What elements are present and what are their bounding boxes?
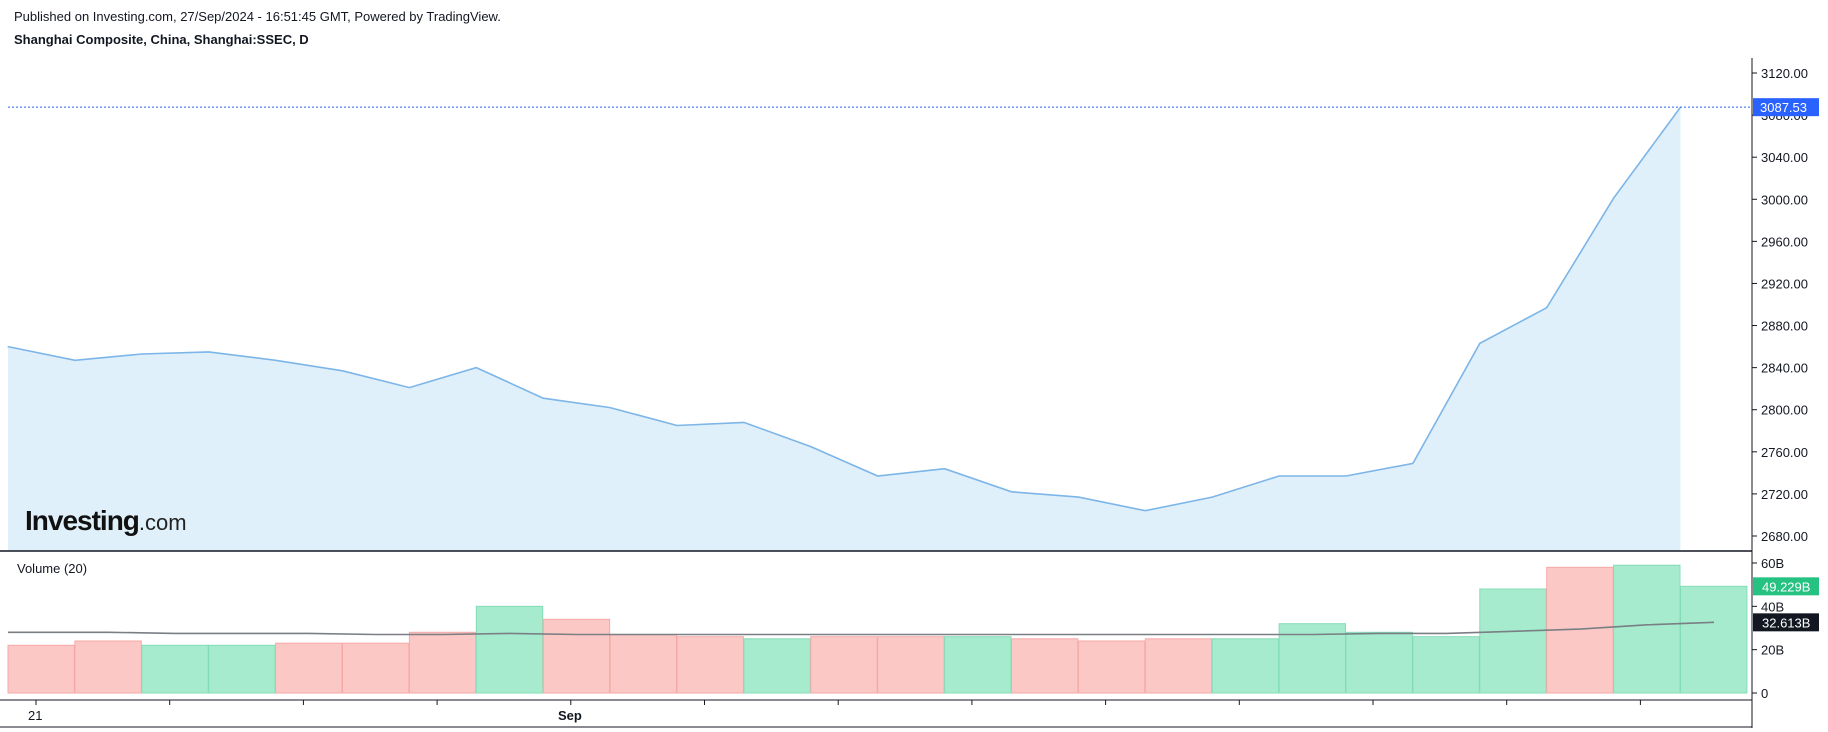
price-line xyxy=(7,106,1682,512)
volume-tick-label: 20B xyxy=(1761,643,1784,658)
volume-bar-up xyxy=(1211,638,1280,694)
volume-bar-up xyxy=(208,644,276,694)
logo-text: Investing xyxy=(25,505,140,536)
price-tick-label: 2880.00 xyxy=(1761,319,1808,334)
volume-pane-title: Volume (20) xyxy=(17,561,88,576)
volume-bar-down xyxy=(1077,640,1146,694)
x-tick-label: Sep xyxy=(558,708,582,723)
volume-bar-up xyxy=(1479,588,1547,694)
volume-bar-down xyxy=(408,631,477,694)
volume-bar-up xyxy=(141,644,209,694)
volume-tick-label: 40B xyxy=(1761,599,1784,614)
last-price-label: 3087.53 xyxy=(1760,100,1807,115)
volume-bar-down xyxy=(1144,638,1213,694)
price-tick-label: 2920.00 xyxy=(1761,276,1808,291)
volume-bar-up xyxy=(1345,631,1413,694)
volume-bar-down xyxy=(74,640,142,694)
symbol-title: Shanghai Composite, China, Shanghai:SSEC… xyxy=(14,32,309,47)
volume-bar-up xyxy=(475,605,544,694)
volume-ma-label: 32.613B xyxy=(1762,615,1810,630)
price-tick-label: 2720.00 xyxy=(1761,487,1808,502)
volume-bar-down xyxy=(7,644,75,694)
price-tick-label: 3040.00 xyxy=(1761,150,1808,165)
published-caption: Published on Investing.com, 27/Sep/2024 … xyxy=(14,9,501,24)
volume-tick-label: 60B xyxy=(1761,556,1784,571)
volume-bar-down xyxy=(810,636,878,694)
volume-bar-up xyxy=(1412,636,1480,694)
price-tick-label: 3000.00 xyxy=(1761,192,1808,207)
x-tick-label: 21 xyxy=(28,708,42,723)
volume-last-label: 49.229B xyxy=(1762,579,1810,594)
volume-bar-down xyxy=(542,618,611,694)
price-tick-label: 2760.00 xyxy=(1761,445,1808,460)
volume-ma-badge xyxy=(1753,613,1819,632)
price-tick-label: 2960.00 xyxy=(1761,234,1808,249)
price-tick-label: 3120.00 xyxy=(1761,66,1808,81)
price-tick-label: 2840.00 xyxy=(1761,361,1808,376)
volume-bar-down xyxy=(275,642,343,694)
volume-bar-down xyxy=(609,634,677,694)
last-price-badge xyxy=(1753,98,1819,117)
volume-tick-label: 0 xyxy=(1761,686,1768,701)
volume-bar-up xyxy=(944,636,1012,694)
price-tick-label: 2800.00 xyxy=(1761,403,1808,418)
volume-bar-up xyxy=(1613,564,1681,694)
volume-bar-up xyxy=(1680,585,1748,694)
volume-bar-down xyxy=(676,636,744,694)
volume-bar-down xyxy=(342,642,410,694)
logo-domain: .com xyxy=(138,510,187,535)
investing-logo: Investing.com xyxy=(25,505,187,537)
volume-bar-down xyxy=(1011,638,1079,694)
price-tick-label: 2680.00 xyxy=(1761,529,1808,544)
volume-bar-down xyxy=(877,636,945,694)
volume-last-badge xyxy=(1753,577,1819,596)
price-area-fill xyxy=(8,107,1681,551)
volume-bar-up xyxy=(743,638,811,694)
volume-ma-line xyxy=(8,621,1715,636)
